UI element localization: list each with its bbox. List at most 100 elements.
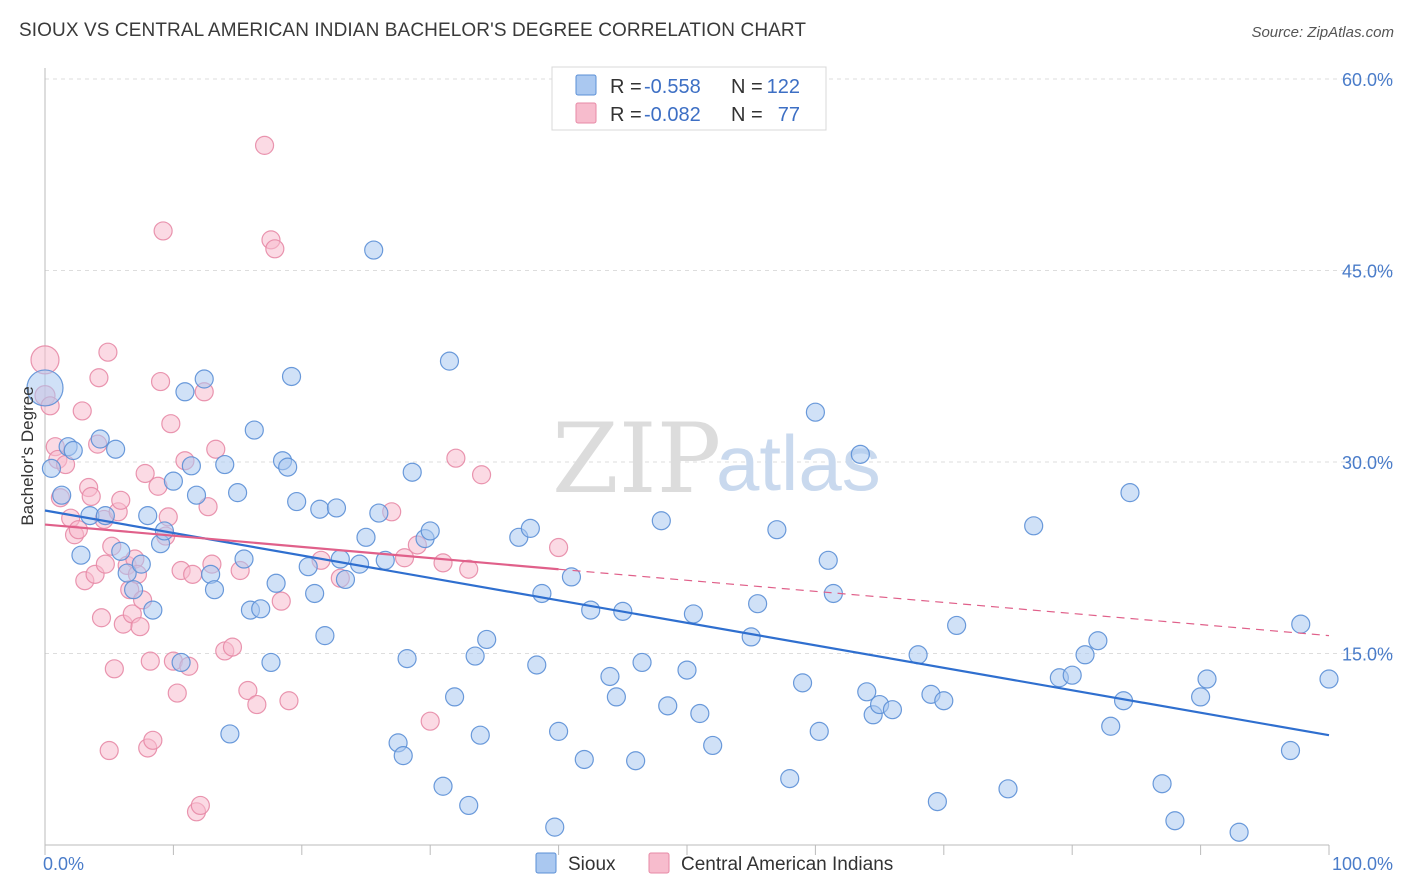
sioux-point-67 <box>532 583 552 604</box>
cai-point-64 <box>271 591 291 611</box>
sioux-point-39 <box>298 557 318 577</box>
sioux-point-34 <box>266 573 286 593</box>
cai-point-10 <box>72 401 92 421</box>
sioux-point-25 <box>204 580 225 600</box>
sioux-point-31 <box>244 420 264 440</box>
sioux-point-100 <box>927 791 947 812</box>
cai-trend-line-extension <box>558 568 1330 637</box>
sioux-point-76 <box>626 751 646 771</box>
bottom-legend-swatch-sioux <box>535 852 557 874</box>
cai-point-39 <box>150 371 171 392</box>
sioux-point-28 <box>228 483 248 503</box>
sioux-point-98 <box>908 645 928 665</box>
sioux-point-26 <box>215 454 235 475</box>
sioux-point-18 <box>163 471 183 491</box>
cai-point-61 <box>254 135 275 155</box>
watermark: ZIP atlas <box>552 403 881 515</box>
sioux-point-20 <box>175 382 195 402</box>
cai-point-63 <box>265 239 285 259</box>
sioux-point-65 <box>520 518 540 538</box>
cai-point-51 <box>190 795 210 816</box>
cai-point-43 <box>161 414 181 434</box>
sioux-point-7 <box>90 429 110 449</box>
sioux-point-73 <box>600 666 620 687</box>
sioux-point-80 <box>677 660 697 680</box>
sioux-point-0 <box>26 369 64 407</box>
sioux-point-37 <box>281 366 302 387</box>
sioux-point-112 <box>1152 774 1172 794</box>
legend-n-label-cai: N = <box>731 104 763 126</box>
sioux-point-106 <box>1062 665 1082 685</box>
sioux-point-42 <box>315 626 335 646</box>
sioux-point-36 <box>278 457 298 477</box>
sioux-point-2 <box>52 485 72 505</box>
cai-point-36 <box>140 651 160 671</box>
sioux-point-61 <box>465 646 485 666</box>
sioux-point-59 <box>444 687 465 707</box>
axes <box>44 68 1330 855</box>
cai-point-20 <box>98 342 118 362</box>
sioux-point-47 <box>356 527 376 547</box>
cai-point-59 <box>238 680 258 701</box>
sioux-point-93 <box>850 444 870 464</box>
sioux-point-14 <box>138 506 158 526</box>
sioux-point-81 <box>683 604 704 624</box>
sioux-point-86 <box>767 520 787 540</box>
sioux-point-63 <box>477 629 497 650</box>
sioux-point-91 <box>818 550 838 570</box>
sioux-point-102 <box>947 615 967 636</box>
sioux-point-94 <box>857 682 877 702</box>
cai-point-57 <box>222 637 243 657</box>
sioux-point-113 <box>1165 811 1185 831</box>
cai-point-17 <box>91 608 112 628</box>
legend-n-value-cai: 77 <box>778 104 800 126</box>
x-tick-labels: 0.0% 100.0% <box>43 854 1393 874</box>
sioux-point-9 <box>106 439 126 459</box>
sioux-point-108 <box>1088 631 1108 651</box>
cai-point-53 <box>198 497 218 517</box>
cai-point-69 <box>394 548 415 568</box>
cai-point-23 <box>104 659 124 679</box>
legend-r-value-sioux: -0.558 <box>644 76 701 98</box>
sioux-point-19 <box>171 652 191 673</box>
watermark-zip: ZIP <box>552 403 721 515</box>
sioux-point-44 <box>330 549 350 569</box>
cai-point-55 <box>206 439 226 459</box>
cai-point-37 <box>143 730 163 750</box>
sioux-point-11 <box>117 563 137 583</box>
sioux-point-79 <box>658 696 678 716</box>
central-american-indians-points <box>30 135 569 822</box>
sioux-point-78 <box>651 511 671 531</box>
sioux-point-116 <box>1229 822 1249 842</box>
sioux-point-71 <box>574 749 594 770</box>
sioux-point-5 <box>71 545 91 565</box>
sioux-point-38 <box>287 491 307 512</box>
legend-r-label-sioux: R = <box>610 76 642 98</box>
sioux-point-53 <box>397 649 417 669</box>
sioux-point-66 <box>527 655 547 675</box>
sioux-point-117 <box>1280 740 1301 761</box>
sioux-point-40 <box>305 583 325 604</box>
cai-trend-line <box>44 523 559 571</box>
sioux-point-101 <box>934 691 954 711</box>
sioux-point-52 <box>393 746 413 766</box>
sioux-point-104 <box>1024 516 1044 536</box>
cai-point-9 <box>68 520 88 540</box>
sioux-point-33 <box>261 652 281 673</box>
sioux-point-41 <box>310 499 330 519</box>
cai-point-73 <box>446 448 466 468</box>
series-legend: Sioux Central American Indians <box>535 852 893 875</box>
x-tick-min: 0.0% <box>43 854 84 874</box>
sioux-point-48 <box>364 240 384 260</box>
sioux-point-119 <box>1319 669 1339 689</box>
y-axis-label: Bachelor's Degree <box>18 386 37 525</box>
sioux-point-29 <box>234 549 254 569</box>
sioux-point-77 <box>632 652 652 673</box>
cai-point-13 <box>81 486 101 507</box>
bottom-legend-label-cai: Central American Indians <box>681 854 893 875</box>
sioux-point-103 <box>998 779 1018 799</box>
bottom-legend-swatch-cai <box>648 852 670 874</box>
correlation-legend: R = -0.558 N = 122 R = -0.082 N = 77 <box>551 66 827 131</box>
sioux-point-56 <box>420 521 440 541</box>
